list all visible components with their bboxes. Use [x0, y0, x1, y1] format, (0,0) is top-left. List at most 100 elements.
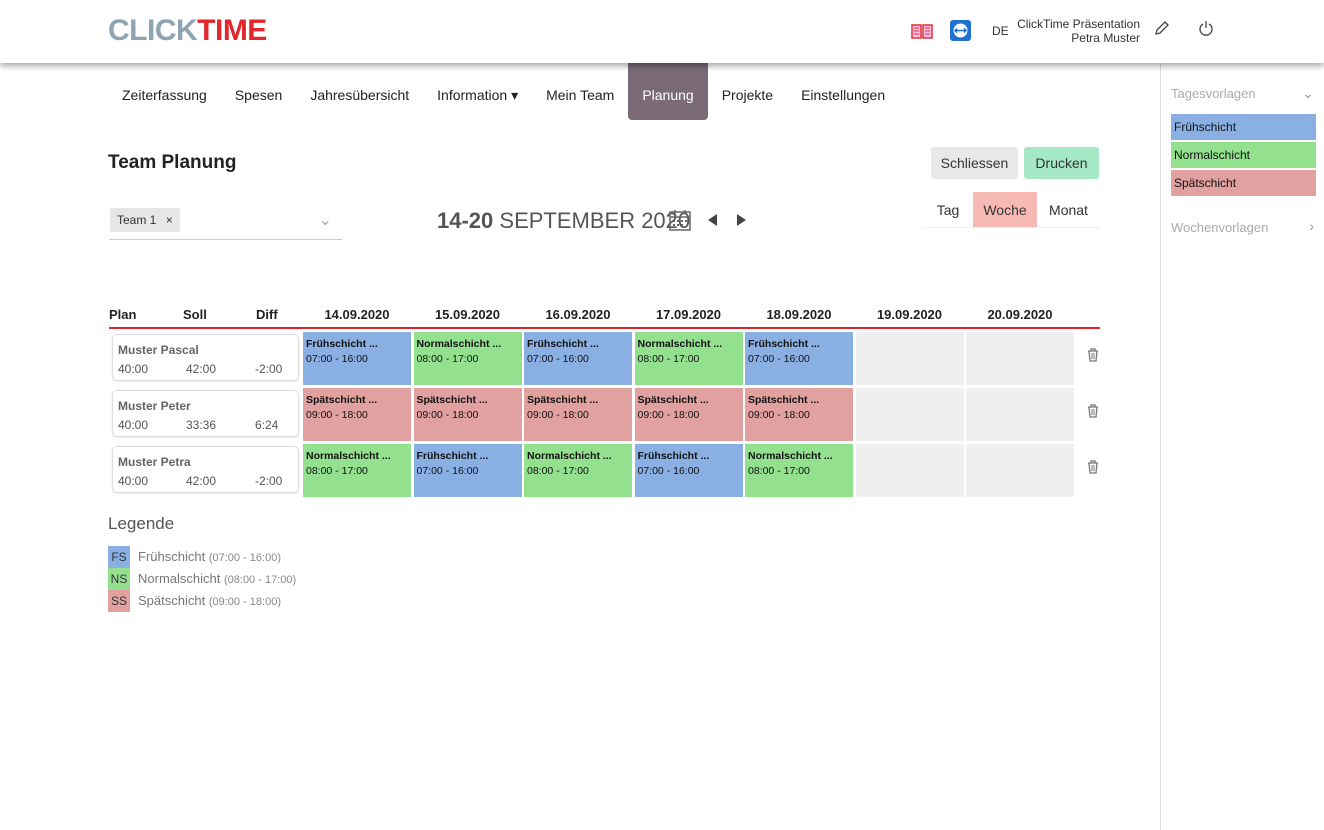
day-templates-heading[interactable]: Tagesvorlagen — [1171, 86, 1256, 101]
shift-cell[interactable]: Normalschicht ... 08:00 - 17:00 — [745, 444, 853, 497]
close-button[interactable]: Schliessen — [931, 147, 1018, 179]
power-icon[interactable] — [1198, 20, 1214, 36]
employee-diff: -2:00 — [255, 362, 283, 376]
legend-swatch: NS — [108, 568, 130, 590]
employee-card[interactable]: Muster Peter 40:00 33:36 6:24 — [112, 390, 299, 437]
next-week-icon[interactable] — [735, 214, 747, 226]
legend-time: (08:00 - 17:00) — [223, 574, 297, 586]
shift-cell[interactable]: Frühschicht ... 07:00 - 16:00 — [524, 332, 632, 385]
main-nav: Zeiterfassung Spesen Jahresübersicht Inf… — [108, 63, 899, 120]
nav-mein-team[interactable]: Mein Team — [546, 87, 615, 103]
view-tag[interactable]: Tag — [923, 192, 973, 228]
empty-cell[interactable] — [966, 332, 1074, 385]
shift-time: 08:00 - 17:00 — [637, 353, 700, 365]
date-header: 20.09.2020 — [987, 307, 1053, 322]
trash-icon[interactable] — [1087, 348, 1099, 365]
logo[interactable]: CLICKTIME — [108, 14, 267, 47]
employee-soll: 42:00 — [186, 362, 217, 376]
employee-card[interactable]: Muster Petra 40:00 42:00 -2:00 — [112, 446, 299, 493]
shift-time: 07:00 - 16:00 — [306, 353, 368, 365]
nav-zeiterfassung[interactable]: Zeiterfassung — [122, 87, 207, 103]
calendar-icon[interactable] — [669, 209, 691, 231]
shift-name: Frühschicht ... — [306, 338, 378, 350]
legend-time: (09:00 - 18:00) — [208, 596, 281, 608]
shift-time: 07:00 - 16:00 — [748, 353, 810, 365]
chevron-down-icon[interactable]: ⌄ — [318, 212, 332, 229]
trash-icon[interactable] — [1087, 460, 1099, 477]
shift-time: 09:00 - 18:00 — [416, 409, 479, 421]
legend-item: SS Spätschicht (09:00 - 18:00) — [108, 590, 281, 612]
header-diff: Diff — [256, 307, 278, 322]
shift-name: Spätschicht ... — [416, 394, 488, 406]
empty-cell[interactable] — [966, 388, 1074, 441]
page-title: Team Planung — [108, 152, 237, 173]
shift-name: Normalschicht ... — [748, 450, 833, 462]
pencil-icon[interactable] — [1154, 20, 1170, 36]
shift-cell[interactable]: Normalschicht ... 08:00 - 17:00 — [634, 332, 743, 385]
chevron-down-icon[interactable]: ⌄ — [1302, 85, 1314, 101]
date-header: 19.09.2020 — [876, 307, 943, 322]
shift-cell[interactable]: Spätschicht ... 09:00 - 18:00 — [303, 388, 411, 441]
shift-cell[interactable]: Spätschicht ... 09:00 - 18:00 — [524, 388, 632, 441]
date-header: 17.09.2020 — [655, 307, 722, 322]
shift-cell[interactable]: Normalschicht ... 08:00 - 17:00 — [524, 444, 632, 497]
remove-icon[interactable]: × — [165, 213, 173, 227]
empty-cell[interactable] — [855, 332, 964, 385]
shift-name: Normalschicht ... — [637, 338, 723, 350]
shift-cell[interactable]: Frühschicht ... 07:00 - 16:00 — [745, 332, 853, 385]
employee-diff: -2:00 — [255, 474, 283, 488]
shift-name: Normalschicht ... — [527, 450, 612, 462]
employee-name: Muster Petra — [118, 455, 191, 469]
template-spaetschicht[interactable]: Spätschicht — [1171, 170, 1316, 196]
chevron-right-icon[interactable]: › — [1309, 218, 1314, 234]
legend-name: Normalschicht — [138, 571, 221, 586]
shift-cell[interactable]: Spätschicht ... 09:00 - 18:00 — [634, 388, 743, 441]
language-selector[interactable]: DE — [992, 24, 1009, 38]
shift-cell[interactable]: Spätschicht ... 09:00 - 18:00 — [413, 388, 522, 441]
previous-week-icon[interactable] — [707, 214, 719, 226]
empty-cell[interactable] — [855, 444, 964, 497]
shift-time: 08:00 - 17:00 — [527, 465, 589, 477]
teamviewer-icon[interactable] — [950, 20, 971, 41]
header-plan: Plan — [109, 307, 137, 322]
shift-time: 08:00 - 17:00 — [748, 465, 810, 477]
template-fruehschicht[interactable]: Frühschicht — [1171, 114, 1316, 140]
legend-time: (07:00 - 16:00) — [208, 552, 281, 564]
shift-cell[interactable]: Frühschicht ... 07:00 - 16:00 — [413, 444, 522, 497]
nav-jahresuebersicht[interactable]: Jahresübersicht — [310, 87, 410, 103]
empty-cell[interactable] — [966, 444, 1074, 497]
shift-cell[interactable]: Normalschicht ... 08:00 - 17:00 — [303, 444, 411, 497]
shift-name: Normalschicht ... — [306, 450, 391, 462]
legend-item: NS Normalschicht (08:00 - 17:00) — [108, 568, 296, 590]
legend-title: Legende — [108, 514, 175, 533]
header-soll: Soll — [183, 307, 207, 322]
shift-cell[interactable]: Frühschicht ... 07:00 - 16:00 — [634, 444, 743, 497]
trash-icon[interactable] — [1087, 404, 1099, 421]
nav-einstellungen[interactable]: Einstellungen — [801, 87, 886, 103]
print-button[interactable]: Drucken — [1024, 147, 1099, 179]
shift-name: Frühschicht ... — [748, 338, 820, 350]
nav-spesen[interactable]: Spesen — [234, 87, 283, 103]
week-templates-heading[interactable]: Wochenvorlagen — [1171, 220, 1269, 235]
empty-cell[interactable] — [855, 388, 964, 441]
nav-information[interactable]: Information ▾ — [437, 87, 519, 103]
shift-time: 08:00 - 17:00 — [306, 465, 368, 477]
date-header: 15.09.2020 — [434, 307, 501, 322]
manual-book-icon[interactable] — [911, 23, 933, 39]
employee-card[interactable]: Muster Pascal 40:00 42:00 -2:00 — [112, 334, 299, 381]
shift-name: Frühschicht ... — [416, 450, 489, 462]
team-chip: Team 1 × — [110, 208, 180, 232]
shift-cell[interactable]: Spätschicht ... 09:00 - 18:00 — [745, 388, 853, 441]
legend-name: Frühschicht — [138, 549, 206, 564]
template-normalschicht[interactable]: Normalschicht — [1171, 142, 1316, 168]
view-woche[interactable]: Woche — [973, 192, 1037, 228]
nav-planung[interactable]: Planung — [628, 63, 708, 120]
shift-cell[interactable]: Frühschicht ... 07:00 - 16:00 — [303, 332, 411, 385]
team-select[interactable]: Team 1 × ⌄ — [109, 205, 342, 240]
employee-plan: 40:00 — [118, 474, 149, 488]
view-monat[interactable]: Monat — [1037, 192, 1100, 228]
nav-projekte[interactable]: Projekte — [721, 87, 774, 103]
shift-cell[interactable]: Normalschicht ... 08:00 - 17:00 — [413, 332, 522, 385]
shift-time: 07:00 - 16:00 — [527, 353, 589, 365]
shift-name: Spätschicht ... — [637, 394, 709, 406]
